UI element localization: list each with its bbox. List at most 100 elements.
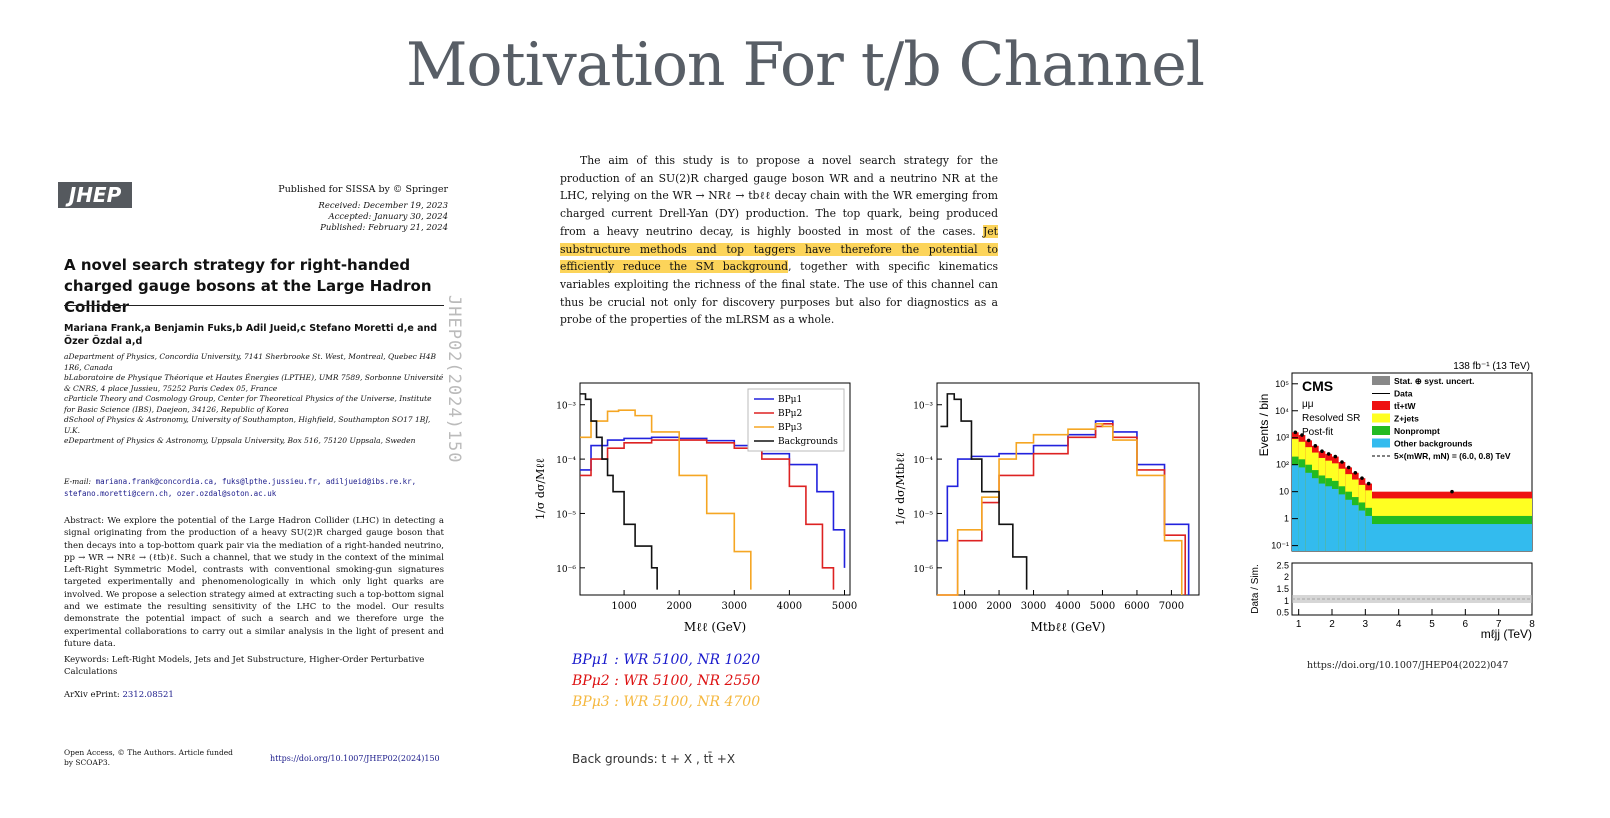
ratio-tick-label: 2.5 (1276, 560, 1289, 570)
y-tick-label: 10⁻⁴ (913, 456, 933, 466)
arxiv-link[interactable]: 2312.08521 (122, 690, 174, 700)
stack-bar (1365, 515, 1372, 551)
cms-legend-swatch (1372, 438, 1390, 448)
cms-legend-label: Data (1394, 389, 1413, 399)
stack-bar (1298, 467, 1306, 551)
paper-doi-link[interactable]: https://doi.org/10.1007/JHEP02(2024)150 (270, 754, 440, 763)
ratio-tick-label: 1 (1284, 596, 1289, 606)
benchmark-points-legend: BPμ1 : WR 5100, NR 1020 BPμ2 : WR 5100, … (572, 650, 760, 713)
published-date: Published: February 21, 2024 (320, 223, 448, 233)
stack-bar (1312, 478, 1319, 551)
data-point (1313, 444, 1318, 448)
data-point (1340, 460, 1344, 464)
y-axis-ticks: 10⁻³ 10⁻⁴ 10⁻⁵ 10⁻⁶ (913, 402, 942, 575)
plot-frame (936, 382, 1200, 596)
accepted-date: Accepted: January 30, 2024 (328, 212, 449, 222)
open-access-note: Open Access, © The Authors. Article fund… (64, 748, 233, 767)
cms-mljj-chart: 138 fb⁻¹ (13 TeV) 10⁵ 10⁴ 10³ 10² 10 1 10⁻¹ Ev… (1250, 361, 1535, 641)
y-axis-ticks: 10⁵ 10⁴ 10³ 10² 10 1 10⁻¹ (1271, 379, 1298, 551)
backgrounds-note: Back grounds: t + X , tt̄ +X (572, 752, 736, 766)
ratio-y-ticks: 2.5 2 1.5 1 0.5 (1276, 560, 1289, 617)
data-point (1333, 454, 1338, 459)
data-point (1293, 430, 1298, 435)
y-tick-label: 10⁴ (1275, 406, 1289, 416)
x-tick-label: 1 (1296, 619, 1302, 630)
data-point (1346, 465, 1351, 470)
cms-doi-link[interactable]: https://doi.org/10.1007/JHEP04(2022)047 (1307, 660, 1509, 671)
arxiv-label: ArXiv ePrint: (64, 690, 120, 700)
chart-series (937, 393, 1190, 596)
x-tick-label: 6 (1463, 619, 1469, 630)
y-tick-label: 10⁻¹ (1271, 541, 1289, 551)
cms-legend-swatch (1372, 426, 1390, 435)
stack-bar (1352, 505, 1359, 551)
cms-legend-label: tt̄+tW (1394, 401, 1416, 411)
ratio-tick-label: 0.5 (1276, 608, 1289, 618)
legend-label-bp2: BPμ2 (778, 409, 802, 419)
x-axis-label: Mℓℓ (GeV) (684, 620, 746, 634)
legend-label-bp1: BPμ1 (778, 395, 802, 405)
data-point (1450, 489, 1454, 494)
series-line-2 (580, 409, 752, 590)
x-tick-label: 1000 (611, 601, 636, 612)
mtbll-distribution-chart: 1000 2000 3000 4000 5000 6000 7000 10⁻³10⁻⁴10⁻… (894, 382, 1200, 634)
email-addresses[interactable]: mariana.frank@concordia.ca, fuks@lpthe.j… (64, 477, 417, 498)
paper-title: A novel search strategy for right-handed… (64, 256, 432, 316)
x-tick-label: 4000 (1055, 601, 1080, 612)
y-axis-ticks: 10⁻³ 10⁻⁴ 10⁻⁵ 10⁻⁶ (556, 402, 585, 575)
cms-legend-label: Stat. ⊕ syst. uncert. (1394, 376, 1474, 386)
benchmark-point-2: BPμ2 : WR 5100, NR 2550 (572, 673, 761, 689)
y-tick-label: 1 (1284, 514, 1289, 524)
chart-series (580, 393, 846, 590)
cms-legend-label: 5×(mWR, mN) = (6.0, 0.8) TeV (1394, 451, 1511, 461)
affiliation-b: bLaboratoire de Physique Théorique et Ha… (64, 373, 444, 393)
y-tick-label: 10⁻³ (913, 402, 933, 412)
stack-bar (1325, 486, 1332, 551)
channel-label: μμ (1302, 399, 1314, 410)
series-line-3 (940, 393, 1028, 590)
x-tick-label: 3000 (1021, 601, 1046, 612)
email-label: E-mail: (64, 477, 92, 486)
ratio-tick-label: 2 (1284, 572, 1289, 582)
x-tick-label: 8 (1529, 619, 1535, 630)
excerpt-text-2: , together with specific kinematics vari… (560, 260, 998, 327)
arxiv-eprint: ArXiv ePrint: 2312.08521 (64, 690, 174, 700)
x-tick-label: 1000 (952, 601, 977, 612)
legend-label-bp3: BPμ3 (778, 423, 803, 433)
affiliation-c: cParticle Theory and Cosmology Group, Ce… (64, 394, 432, 414)
x-tick-label: 4000 (777, 601, 802, 612)
x-axis-label: mℓjj (TeV) (1481, 627, 1532, 641)
x-axis-ticks: 1 2 3 4 5 6 7 8 (1296, 609, 1535, 630)
received-date: Received: December 19, 2023 (318, 201, 448, 211)
cms-legend-label: Other backgrounds (1394, 439, 1473, 449)
affiliation-a: aDepartment of Physics, Concordia Univer… (64, 352, 437, 372)
data-point (1300, 433, 1304, 437)
cms-legend-label: Z+jets (1394, 414, 1419, 424)
data-point (1326, 452, 1331, 456)
stack-bar (1292, 464, 1299, 551)
fit-label: Post-fit (1302, 427, 1333, 438)
affiliation-e: eDepartment of Physics & Astronomy, Upps… (64, 436, 416, 445)
y-tick-label: 10⁻⁶ (913, 565, 933, 575)
data-point (1360, 476, 1364, 480)
affiliation-d: dSchool of Physics & Astronomy, Universi… (64, 415, 431, 435)
stack-bar (1305, 472, 1312, 551)
x-tick-label: 2000 (986, 601, 1011, 612)
ratio-y-label: Data / Sim. (1250, 564, 1261, 613)
data-point (1366, 481, 1371, 486)
y-tick-label: 10² (1276, 460, 1289, 470)
x-tick-label: 7 (1496, 619, 1502, 630)
stack-bar (1358, 510, 1366, 551)
y-tick-label: 10⁵ (1275, 379, 1289, 389)
cms-legend-swatch (1372, 401, 1390, 410)
y-tick-label: 10⁻⁵ (556, 510, 576, 520)
data-point (1353, 470, 1358, 475)
y-tick-label: 10⁻⁵ (913, 510, 933, 520)
data-point (1306, 438, 1311, 443)
y-axis-label: 1/σ dσ/Mtbℓℓ (894, 452, 907, 525)
cms-label: CMS (1302, 378, 1333, 394)
series-line-3 (580, 393, 658, 590)
cms-stack-bars (1292, 430, 1532, 551)
paper-first-page: JHEP Published for SISSA by © Springer R… (58, 170, 448, 800)
x-tick-label: 3000 (722, 601, 747, 612)
